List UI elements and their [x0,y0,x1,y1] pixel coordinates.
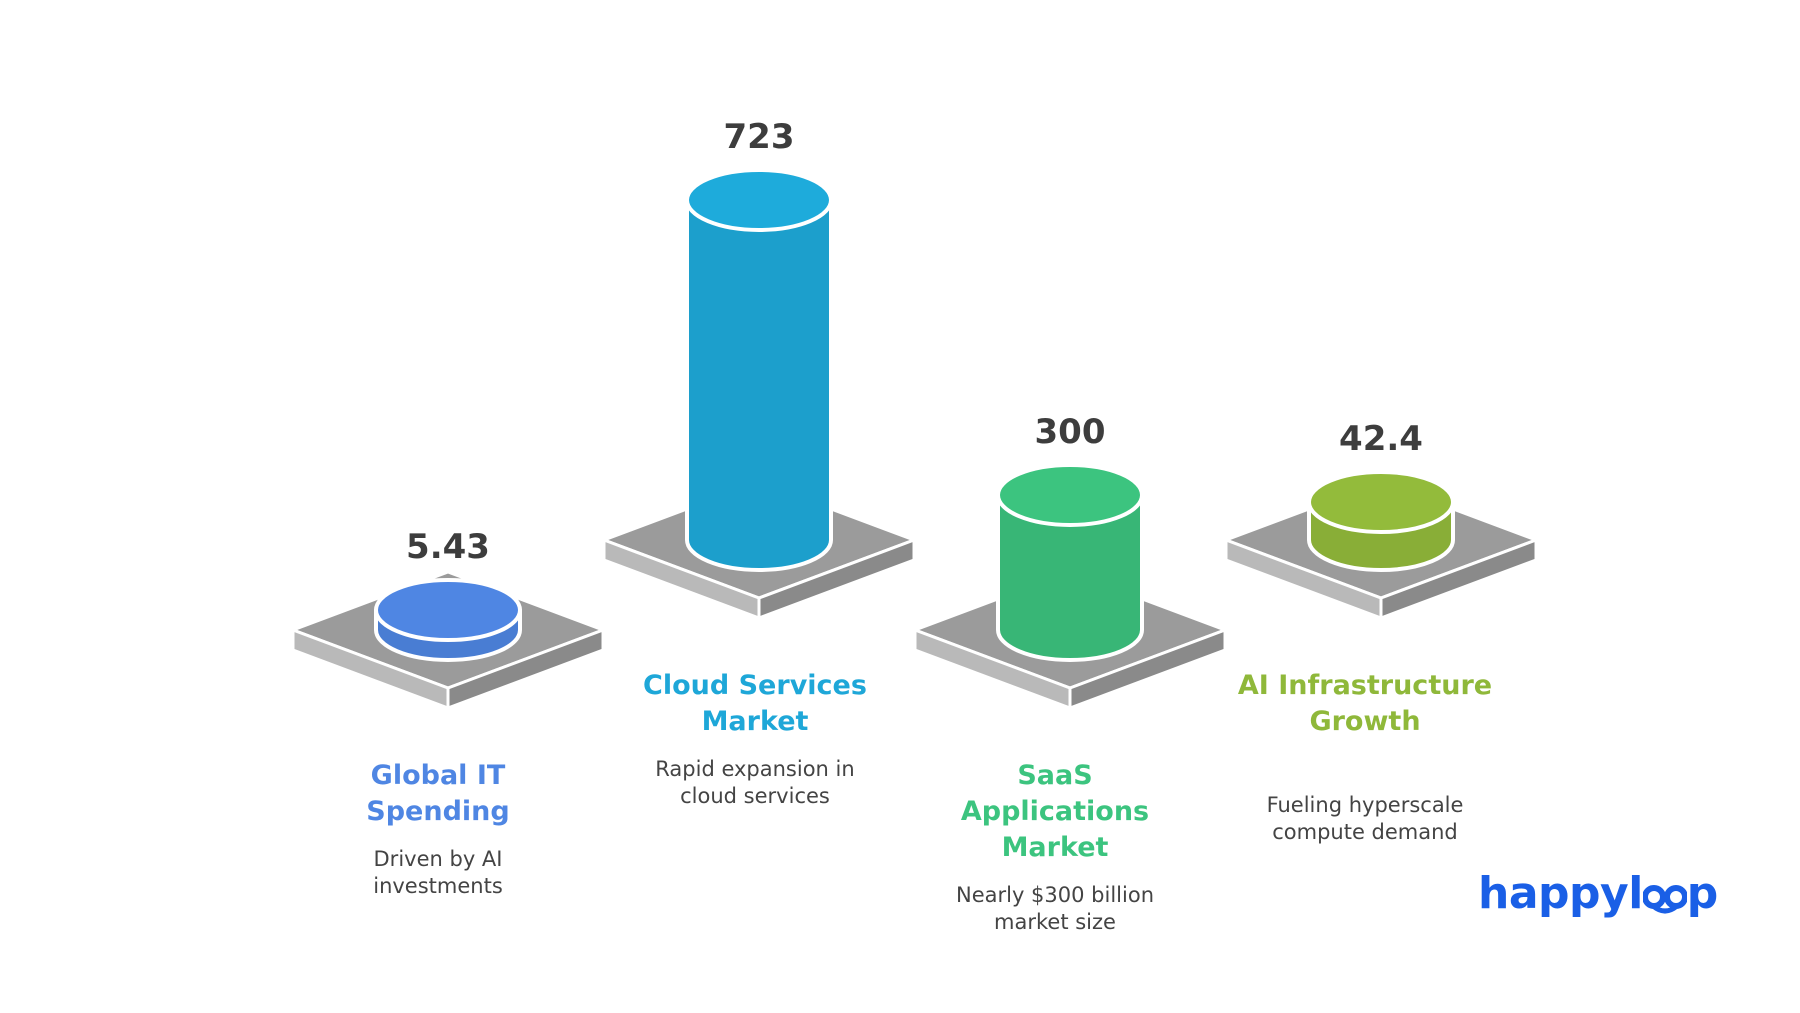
category-label-cloud-services: Cloud Services Market [643,670,867,737]
bar-top-global-it [374,578,522,642]
bar-body-cloud-services [685,198,833,572]
platform-right-ai-infrastructure [1379,538,1538,620]
bar-top-cloud-services [685,168,833,232]
smile-icon [1641,874,1688,914]
platform-right-global-it [446,628,605,710]
bar-top-saas [996,463,1144,527]
platform-right-cloud-services [757,538,916,620]
description-global-it: Driven by AI investments [373,847,503,898]
category-label-global-it: Global IT Spending [366,760,510,827]
value-label-cloud-services: 723 [724,117,795,157]
logo-text-start: happyl [1478,868,1643,919]
platform-right-saas [1068,628,1227,710]
category-label-ai-infrastructure: AI Infrastructure Growth [1237,670,1493,737]
description-cloud-services: Rapid expansion in cloud services [655,757,855,808]
description-ai-infrastructure: Fueling hyperscale compute demand [1266,793,1464,844]
logo-text-end: p [1686,868,1719,919]
category-label-saas: SaaS Applications Market [960,760,1150,863]
bar-body-saas [996,493,1144,662]
description-saas: Nearly $300 billion market size [955,883,1154,934]
happyloop-logo: happyl p [1478,868,1718,919]
value-label-ai-infrastructure: 42.4 [1339,419,1423,459]
value-label-saas: 300 [1035,412,1106,452]
value-label-global-it: 5.43 [406,527,490,567]
bar-top-ai-infrastructure [1307,470,1455,534]
